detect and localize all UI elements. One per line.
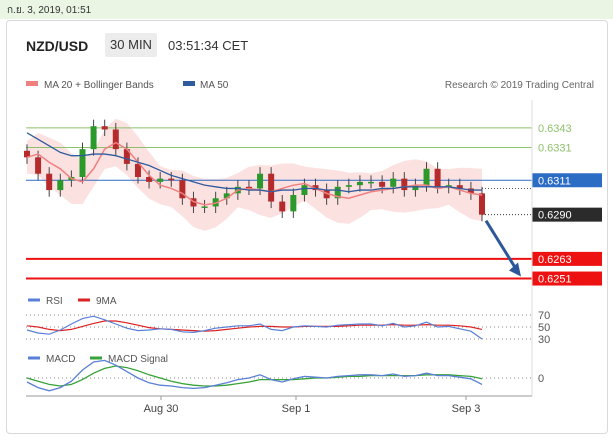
- candle-body: [445, 185, 452, 187]
- candle-body: [423, 168, 430, 186]
- candle-body: [24, 150, 30, 158]
- level-label-0.6331: 0.6331: [538, 143, 572, 155]
- candle-body: [356, 181, 363, 186]
- candle-body: [290, 195, 297, 212]
- rsi-tick-30: 30: [538, 334, 550, 346]
- rsi-tick-50: 50: [538, 322, 550, 334]
- rsi-ma-legend-label: 9MA: [96, 296, 117, 307]
- candle-body: [134, 163, 141, 177]
- last-price-tag: [532, 207, 602, 222]
- arrow-shaft: [484, 219, 519, 272]
- candle-body: [279, 201, 286, 212]
- level-label-0.6263: 0.6263: [538, 254, 572, 266]
- arrow-head: [509, 262, 521, 277]
- macd-signal-line: [26, 365, 483, 387]
- candle-body: [168, 178, 175, 181]
- candle-body: [479, 193, 485, 215]
- candle-body: [79, 149, 86, 177]
- candle-body: [456, 185, 463, 189]
- candlesticks: [24, 119, 485, 222]
- x-tick-label: Aug 30: [144, 403, 179, 415]
- ma50-legend-swatch: [183, 81, 195, 86]
- candle-body: [201, 206, 208, 208]
- macd-zero-label: 0: [538, 373, 544, 385]
- candle-body: [345, 185, 352, 187]
- level-label-0.6251: 0.6251: [538, 274, 572, 286]
- candle-body: [112, 129, 119, 150]
- bollinger-legend-label: MA 20 + Bollinger Bands: [44, 80, 154, 91]
- moving-averages: [26, 132, 483, 206]
- level-tag-0.6251: [532, 271, 602, 286]
- candle-body: [257, 173, 264, 189]
- timestamp: ก.ย. 3, 2019, 01:51: [7, 5, 92, 16]
- forecast-arrow: [484, 219, 521, 277]
- candle-body: [245, 186, 252, 189]
- price-levels: 0.6343 0.6331 0.6311 0.6263 0.6251 0.6290: [26, 123, 602, 286]
- macd-legend-label: MACD: [46, 354, 75, 365]
- source-credit: Research © 2019 Trading Central: [445, 80, 594, 91]
- candle-body: [301, 185, 308, 195]
- level-label-0.6311: 0.6311: [538, 175, 571, 187]
- candle-body: [101, 126, 108, 130]
- level-label-0.6343: 0.6343: [538, 123, 572, 135]
- candle-body: [179, 180, 186, 199]
- candle-body: [146, 176, 153, 182]
- candle-body: [190, 198, 197, 207]
- candle-body: [401, 178, 408, 191]
- chart-card: [6, 20, 608, 434]
- level-tag-0.6263: [532, 251, 602, 266]
- bollinger-legend-swatch: [26, 81, 38, 86]
- last-price-label: 0.6290: [538, 210, 572, 222]
- chart-legend: MA 20 + Bollinger Bands MA 50 Research ©…: [26, 80, 594, 91]
- candle-body: [46, 173, 53, 191]
- candle-body: [434, 168, 441, 187]
- candle-body: [268, 173, 275, 202]
- x-tick-label: Sep 3: [452, 403, 481, 415]
- candle-body: [57, 180, 64, 191]
- candle-body: [368, 181, 375, 184]
- timeframe-badge[interactable]: 30 MIN: [105, 33, 157, 57]
- candle-body: [157, 178, 164, 182]
- candle-body: [35, 157, 42, 174]
- rsi-tick-70: 70: [538, 310, 550, 322]
- candle-body: [467, 188, 474, 194]
- candle-body: [334, 186, 341, 199]
- candle-body: [223, 193, 230, 199]
- bollinger-band-area: [27, 118, 482, 231]
- rsi-legend-label: RSI: [46, 296, 63, 307]
- level-tag-0.6311: [532, 173, 602, 188]
- rsi-line: [26, 315, 483, 340]
- candle-body: [412, 185, 419, 191]
- currency-pair: NZD/USD: [26, 38, 89, 54]
- macd-panel: MACD MACD Signal 0: [26, 354, 544, 392]
- x-tick-label: Sep 1: [282, 403, 311, 415]
- macd-line: [26, 359, 483, 392]
- rsi-ma-line: [26, 320, 483, 332]
- timestamp-bar: ก.ย. 3, 2019, 01:51: [0, 0, 613, 19]
- x-axis: Aug 30 Sep 1 Sep 3: [26, 100, 533, 415]
- candle-body: [123, 149, 130, 164]
- header-time: 03:51:34 CET: [168, 38, 249, 53]
- ma50-legend-label: MA 50: [200, 80, 229, 91]
- candle-body: [90, 126, 97, 150]
- ma50-line: [26, 132, 482, 193]
- candle-body: [323, 190, 330, 199]
- candle-body: [379, 181, 386, 187]
- macd-signal-legend-label: MACD Signal: [108, 354, 168, 365]
- bollinger-band: [27, 118, 482, 231]
- candle-body: [390, 178, 397, 187]
